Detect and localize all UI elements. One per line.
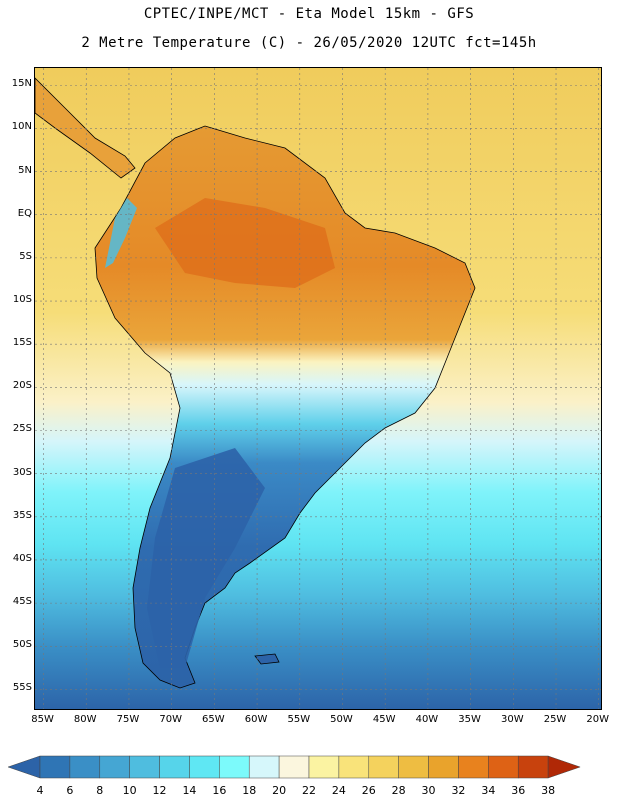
colorbar-tick-label: 18 (242, 784, 257, 797)
colorbar-tick-label: 26 (361, 784, 376, 797)
colorbar-tick-label: 24 (331, 784, 346, 797)
lon-tick-label: 55W (287, 714, 311, 725)
lat-tick-label: 45S (12, 596, 32, 608)
central-america-land (35, 77, 136, 179)
map-title: CPTEC/INPE/MCT - Eta Model 15km - GFS (143, 6, 475, 22)
lat-tick-label: EQ (17, 207, 32, 219)
colorbar-swatch (278, 755, 310, 779)
colorbar-tick-label: 20 (272, 784, 287, 797)
map-subtitle: 2 Metre Temperature (C) - 26/05/2020 12U… (81, 35, 537, 51)
colorbar-tick-label: 22 (302, 784, 316, 797)
lat-tick-label: 50S (12, 639, 32, 651)
colorbar-swatch (159, 755, 190, 779)
lat-tick-label: 15N (11, 78, 32, 90)
colorbar-tick-label: 30 (421, 784, 436, 797)
lat-tick-label: 10S (12, 294, 32, 306)
colorbar-tick-label: 12 (152, 784, 167, 797)
colorbar-tick-label: 6 (66, 784, 74, 797)
colorbar-swatch (189, 755, 220, 779)
colorbar (7, 755, 581, 779)
lon-tick-label: 50W (330, 714, 353, 725)
lon-tick-label: 45W (372, 714, 396, 725)
lat-tick-label: 10N (11, 121, 32, 133)
colorbar-tick-label: 32 (451, 784, 466, 797)
colorbar-swatch (69, 755, 101, 779)
colorbar-swatch (488, 755, 519, 779)
colorbar-swatch (39, 755, 71, 779)
lat-tick-label: 20S (12, 380, 32, 392)
graticule (35, 68, 601, 709)
colorbar-swatch (99, 755, 130, 779)
colorbar-swatch (517, 755, 549, 779)
lat-tick-label: 40S (12, 552, 32, 564)
lat-tick-label: 35S (12, 509, 32, 521)
lon-tick-label: 70W (159, 714, 182, 725)
lon-tick-label: 30W (501, 714, 524, 725)
lon-tick-label: 80W (73, 714, 97, 725)
lon-tick-label: 25W (543, 714, 567, 725)
patagonia-cold (147, 448, 265, 668)
colorbar-tick-label: 14 (182, 784, 197, 797)
lat-tick-label: 25S (12, 423, 32, 435)
amazon-hot-zone (155, 198, 335, 288)
colorbar-tick-label: 36 (511, 784, 526, 797)
lat-tick-label: 15S (12, 337, 32, 349)
lon-tick-label: 85W (31, 714, 54, 725)
map-panel (34, 67, 602, 710)
lon-tick-label: 20W (586, 714, 610, 725)
lon-tick-label: 35W (458, 714, 481, 725)
colorbar-tick-label: 16 (212, 784, 227, 797)
lon-tick-label: 40W (415, 714, 439, 725)
colorbar-swatch (398, 755, 429, 779)
temperature-map (35, 68, 601, 709)
colorbar-swatch (458, 755, 489, 779)
andes-cool-strip (105, 198, 137, 268)
colorbar-swatch (308, 755, 340, 779)
colorbar-swatch (368, 755, 399, 779)
lat-tick-label: 5N (18, 164, 32, 176)
colorbar-tick-label: 8 (96, 784, 104, 797)
colorbar-tick-label: 38 (541, 784, 556, 797)
lon-tick-label: 65W (202, 714, 225, 725)
colorbar-tick-label: 4 (36, 784, 44, 797)
lon-tick-label: 75W (116, 714, 140, 725)
lat-tick-label: 5S (19, 250, 32, 262)
colorbar-swatch (248, 755, 280, 779)
lon-tick-label: 60W (244, 714, 268, 725)
colorbar-arrow-high (547, 755, 581, 779)
lat-tick-label: 55S (12, 682, 32, 694)
colorbar-swatch (129, 755, 160, 779)
colorbar-swatch (428, 755, 459, 779)
colorbar-tick-label: 34 (481, 784, 496, 797)
colorbar-swatch (219, 755, 250, 779)
colorbar-arrow-low (7, 755, 41, 779)
lat-tick-label: 30S (12, 466, 32, 478)
colorbar-tick-label: 10 (122, 784, 137, 797)
falkland-islands (254, 653, 280, 665)
colorbar-swatch (338, 755, 370, 779)
colorbar-tick-label: 28 (391, 784, 406, 797)
